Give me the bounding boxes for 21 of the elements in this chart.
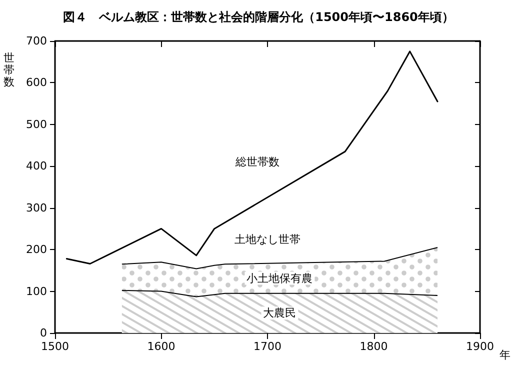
series-label: 総世帯数	[234, 156, 280, 169]
x-tick-label: 1600	[147, 340, 176, 353]
y-tick-label: 600	[26, 76, 47, 90]
y-tick-label: 500	[26, 118, 47, 131]
x-tick-label: 1700	[254, 340, 282, 353]
y-tick-label: 0	[40, 326, 47, 340]
y-axis-title: 世帯数	[4, 52, 14, 88]
series-label: 小土地保有農	[246, 272, 313, 285]
y-tick-label: 200	[26, 243, 47, 256]
y-tick-label: 700	[26, 34, 47, 48]
y-tick-label: 100	[26, 284, 47, 298]
series-label: 大農民	[263, 306, 296, 320]
chart-title: 図４ ベルム教区：世帯数と社会的階層分化（1500年頃〜1860年頃）	[63, 10, 454, 24]
x-tick-label: 1800	[360, 340, 388, 353]
x-tick-label: 1900	[466, 340, 494, 353]
y-tick-label: 300	[26, 201, 47, 214]
x-axis-title: 年	[500, 348, 510, 362]
line-series	[66, 50, 438, 265]
y-tick-label: 400	[26, 160, 47, 173]
annotation: 土地なし世帯	[234, 232, 300, 246]
x-tick-label: 1500	[41, 340, 69, 353]
